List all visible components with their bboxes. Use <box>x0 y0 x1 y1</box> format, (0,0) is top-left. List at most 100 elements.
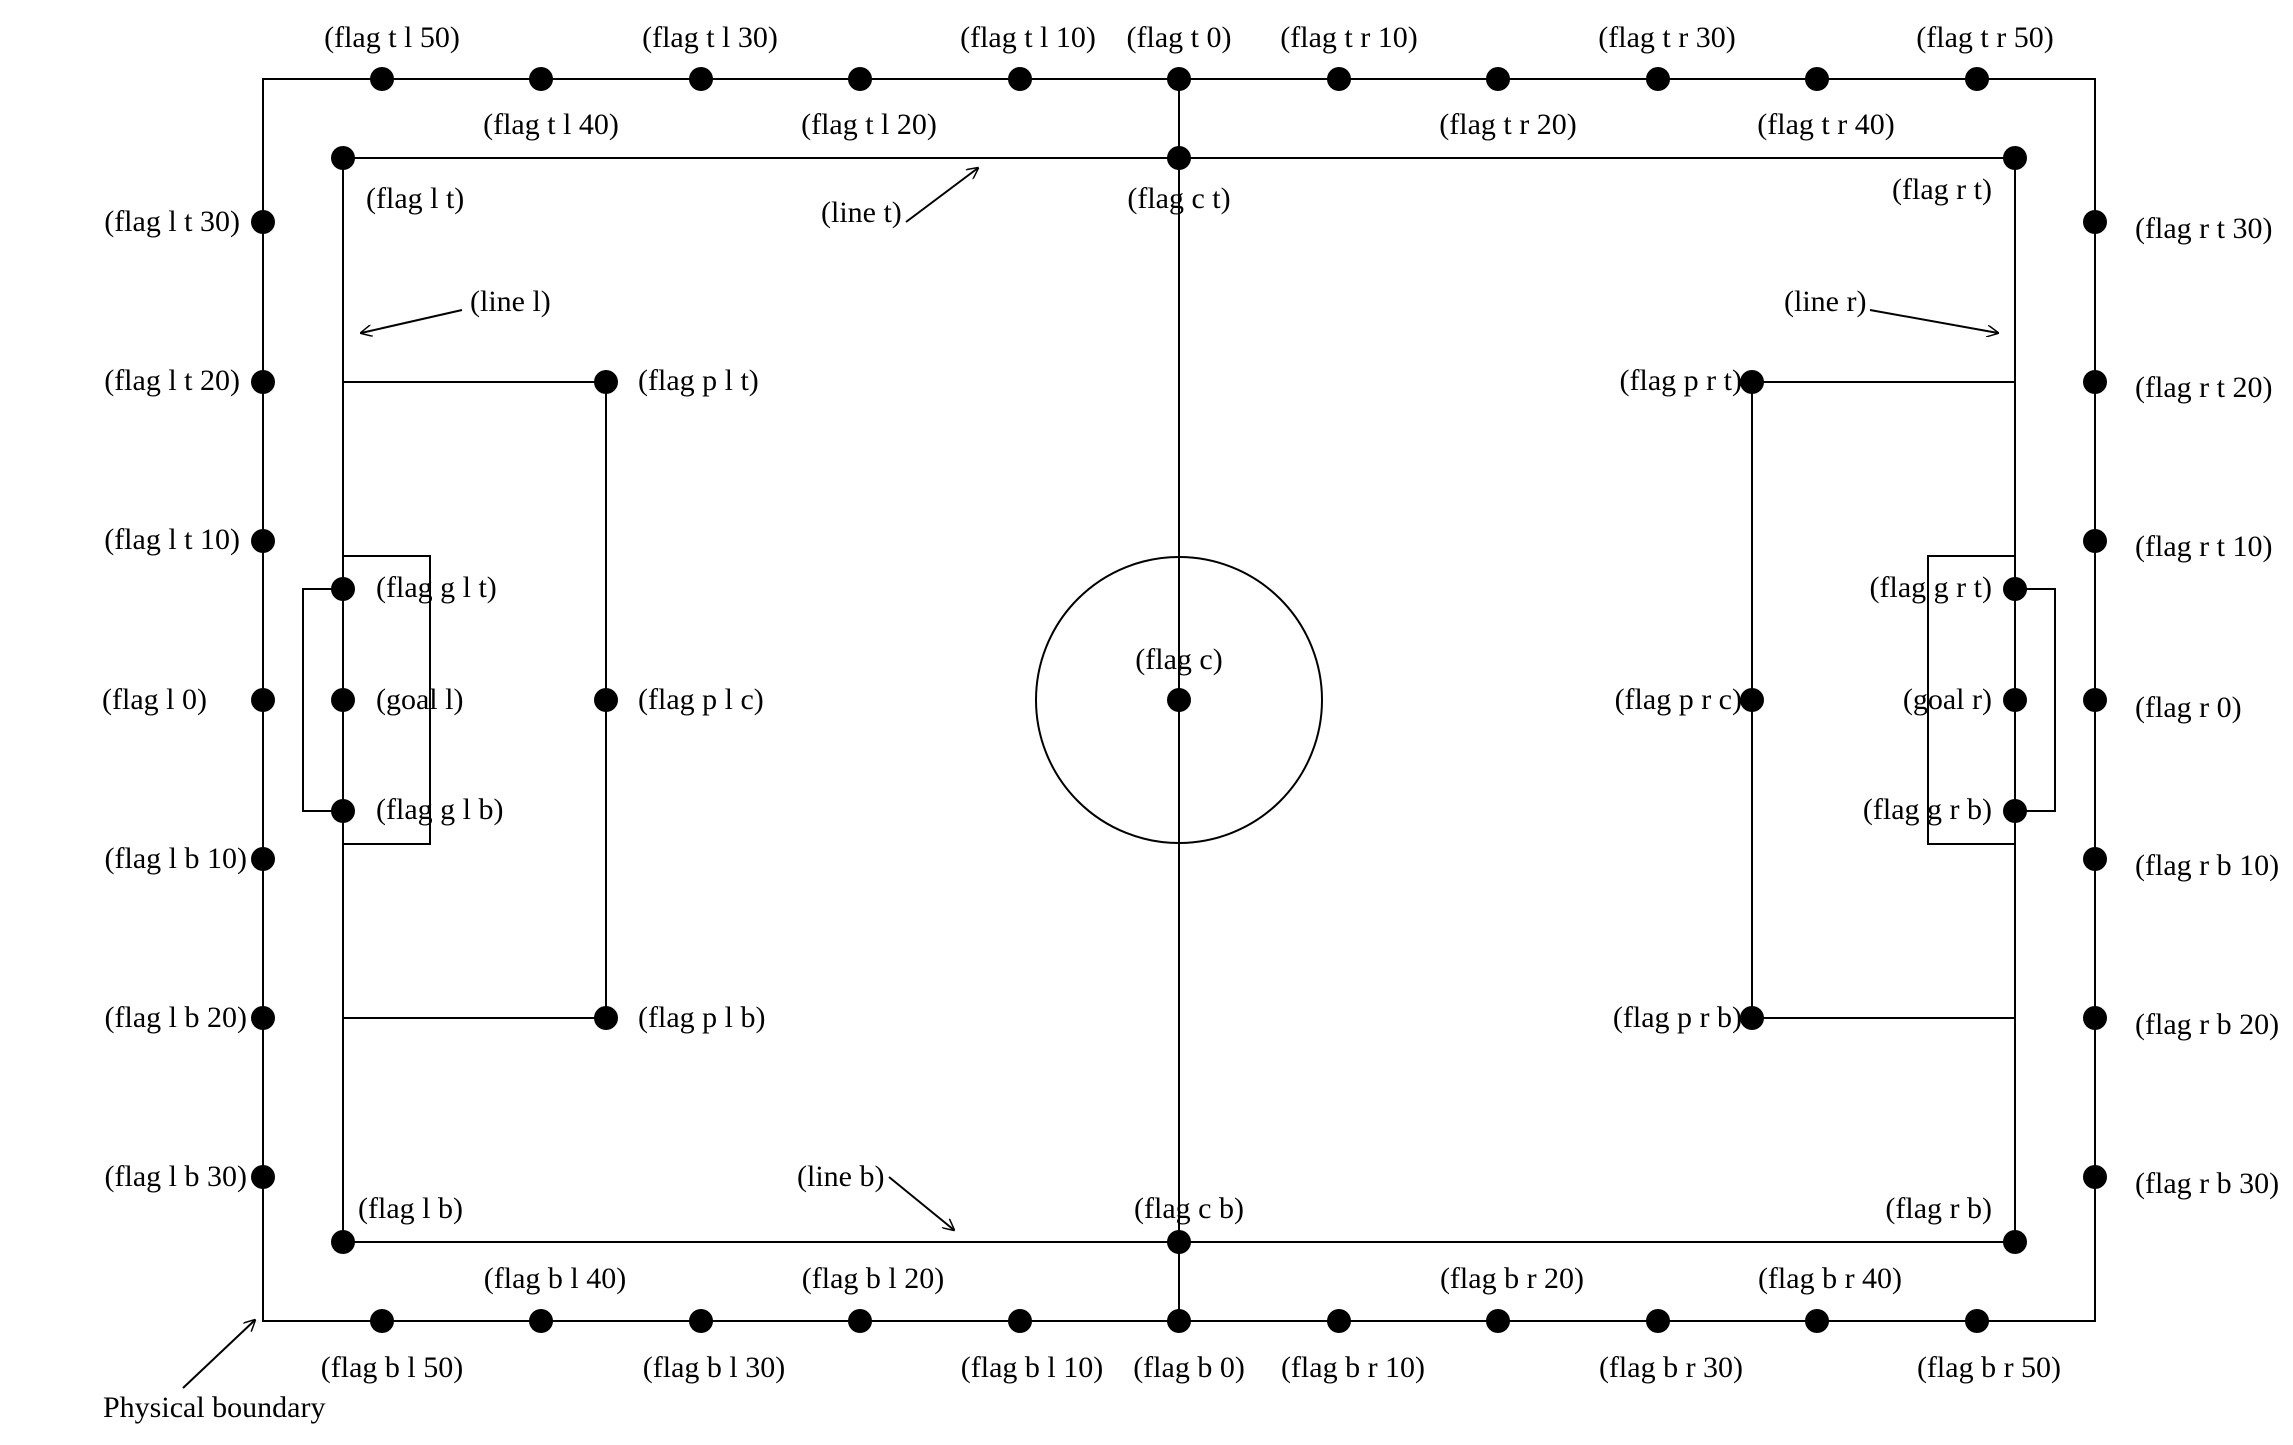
flag-dot-inner-11 <box>1740 688 1764 712</box>
label-flag-l-t-20: (flag l t 20) <box>104 364 240 397</box>
flag-dot-inner-0 <box>331 146 355 170</box>
label-flag-r-0: (flag r 0) <box>2135 691 2242 724</box>
label-flag-b-0: (flag b 0) <box>1133 1351 1245 1384</box>
arrow-line-r <box>1869 309 1998 333</box>
flag-dot-inner-18 <box>2003 799 2027 823</box>
label-flag-r-t-20: (flag r t 20) <box>2135 371 2272 404</box>
flag-dot-bottom-10 <box>1965 1309 1989 1333</box>
center-circle <box>1035 556 1323 844</box>
flag-dot-inner-15 <box>331 799 355 823</box>
flag-dot-inner-14 <box>331 688 355 712</box>
label-flag-p-r-t: (flag p r t) <box>1620 364 1742 397</box>
flag-dot-inner-10 <box>1740 370 1764 394</box>
label-flag-r-t: (flag r t) <box>1892 173 1992 206</box>
flag-dot-bottom-1 <box>529 1309 553 1333</box>
flag-dot-inner-16 <box>2003 577 2027 601</box>
label-flag-t-0: (flag t 0) <box>1127 21 1232 54</box>
label-line-t: (line t) <box>821 196 902 229</box>
arrow-line-t <box>905 168 978 223</box>
label-flag-b-r-10: (flag b r 10) <box>1281 1351 1425 1384</box>
flag-dot-bottom-5 <box>1167 1309 1191 1333</box>
label-flag-l-t-30: (flag l t 30) <box>104 205 240 238</box>
flag-dot-left-2 <box>251 529 275 553</box>
flag-dot-top-6 <box>1327 67 1351 91</box>
flag-dot-bottom-4 <box>1008 1309 1032 1333</box>
flag-dot-right-2 <box>2083 529 2107 553</box>
flag-dot-left-1 <box>251 370 275 394</box>
flag-dot-top-8 <box>1646 67 1670 91</box>
flag-dot-inner-8 <box>594 688 618 712</box>
label-line-l: (line l) <box>470 285 551 318</box>
label-flag-t-l-40: (flag t l 40) <box>483 108 619 141</box>
flag-dot-top-10 <box>1965 67 1989 91</box>
arrow-physical-boundary <box>182 1320 255 1389</box>
flag-dot-right-3 <box>2083 688 2107 712</box>
label-flag-r-t-10: (flag r t 10) <box>2135 530 2272 563</box>
flag-dot-inner-13 <box>331 577 355 601</box>
label-flag-l-0: (flag l 0) <box>102 683 207 716</box>
label-flag-t-l-10: (flag t l 10) <box>960 21 1096 54</box>
label-flag-l-b-10: (flag l b 10) <box>105 842 247 875</box>
flag-dot-bottom-0 <box>370 1309 394 1333</box>
flag-dot-bottom-9 <box>1805 1309 1829 1333</box>
label-flag-r-b-30: (flag r b 30) <box>2135 1167 2279 1200</box>
flag-dot-right-4 <box>2083 847 2107 871</box>
flag-dots <box>251 67 2107 1333</box>
label-goal-r: (goal r) <box>1903 683 1992 716</box>
label-flag-t-r-30: (flag t r 30) <box>1598 21 1735 54</box>
flag-dot-inner-17 <box>2003 688 2027 712</box>
label-flag-l-b-20: (flag l b 20) <box>105 1001 247 1034</box>
flag-dot-inner-6 <box>1167 688 1191 712</box>
flag-dot-bottom-7 <box>1486 1309 1510 1333</box>
flag-dot-left-0 <box>251 210 275 234</box>
label-flag-t-r-40: (flag t r 40) <box>1757 108 1894 141</box>
flag-dot-inner-5 <box>2003 1230 2027 1254</box>
flag-dot-top-7 <box>1486 67 1510 91</box>
label-flag-g-l-b: (flag g l b) <box>376 793 503 826</box>
flag-dot-inner-12 <box>1740 1006 1764 1030</box>
arrow-line-l <box>361 309 463 333</box>
label-flag-b-r-20: (flag b r 20) <box>1440 1262 1584 1295</box>
flag-dot-inner-4 <box>1167 1230 1191 1254</box>
flag-dot-top-9 <box>1805 67 1829 91</box>
label-flag-p-l-t: (flag p l t) <box>638 364 759 397</box>
label-flag-g-l-t: (flag g l t) <box>376 571 497 604</box>
flag-dot-inner-3 <box>331 1230 355 1254</box>
label-flag-b-l-40: (flag b l 40) <box>484 1262 626 1295</box>
label-flag-c-b: (flag c b) <box>1134 1192 1244 1225</box>
flag-dot-top-5 <box>1167 67 1191 91</box>
label-flag-r-t-30: (flag r t 30) <box>2135 212 2272 245</box>
flag-dot-left-3 <box>251 688 275 712</box>
arrow-line-b <box>888 1176 954 1230</box>
label-flag-t-r-10: (flag t r 10) <box>1280 21 1417 54</box>
label-flag-p-l-b: (flag p l b) <box>638 1001 765 1034</box>
flag-dot-left-5 <box>251 1006 275 1030</box>
label-flag-b-l-10: (flag b l 10) <box>961 1351 1103 1384</box>
flag-dot-right-0 <box>2083 210 2107 234</box>
flag-dot-top-0 <box>370 67 394 91</box>
label-flag-c-t: (flag c t) <box>1127 182 1230 215</box>
label-flag-r-b-10: (flag r b 10) <box>2135 849 2279 882</box>
label-flag-b-l-50: (flag b l 50) <box>321 1351 463 1384</box>
label-flag-b-l-20: (flag b l 20) <box>802 1262 944 1295</box>
label-flag-g-r-b: (flag g r b) <box>1863 793 1992 826</box>
flag-dot-right-1 <box>2083 370 2107 394</box>
flag-dot-top-4 <box>1008 67 1032 91</box>
flag-dot-top-1 <box>529 67 553 91</box>
label-flag-b-r-40: (flag b r 40) <box>1758 1262 1902 1295</box>
label-flag-t-l-30: (flag t l 30) <box>642 21 778 54</box>
label-flag-t-r-50: (flag t r 50) <box>1916 21 2053 54</box>
label-flag-g-r-t: (flag g r t) <box>1870 571 1992 604</box>
label-physical-boundary: Physical boundary <box>103 1391 325 1424</box>
flag-dot-left-6 <box>251 1165 275 1189</box>
label-flag-r-b: (flag r b) <box>1885 1192 1992 1225</box>
flag-dot-inner-7 <box>594 370 618 394</box>
flag-dot-bottom-3 <box>848 1309 872 1333</box>
label-line-r: (line r) <box>1784 285 1866 318</box>
label-flag-b-r-30: (flag b r 30) <box>1599 1351 1743 1384</box>
flag-dot-top-3 <box>848 67 872 91</box>
flag-dot-bottom-2 <box>689 1309 713 1333</box>
flag-dot-bottom-6 <box>1327 1309 1351 1333</box>
